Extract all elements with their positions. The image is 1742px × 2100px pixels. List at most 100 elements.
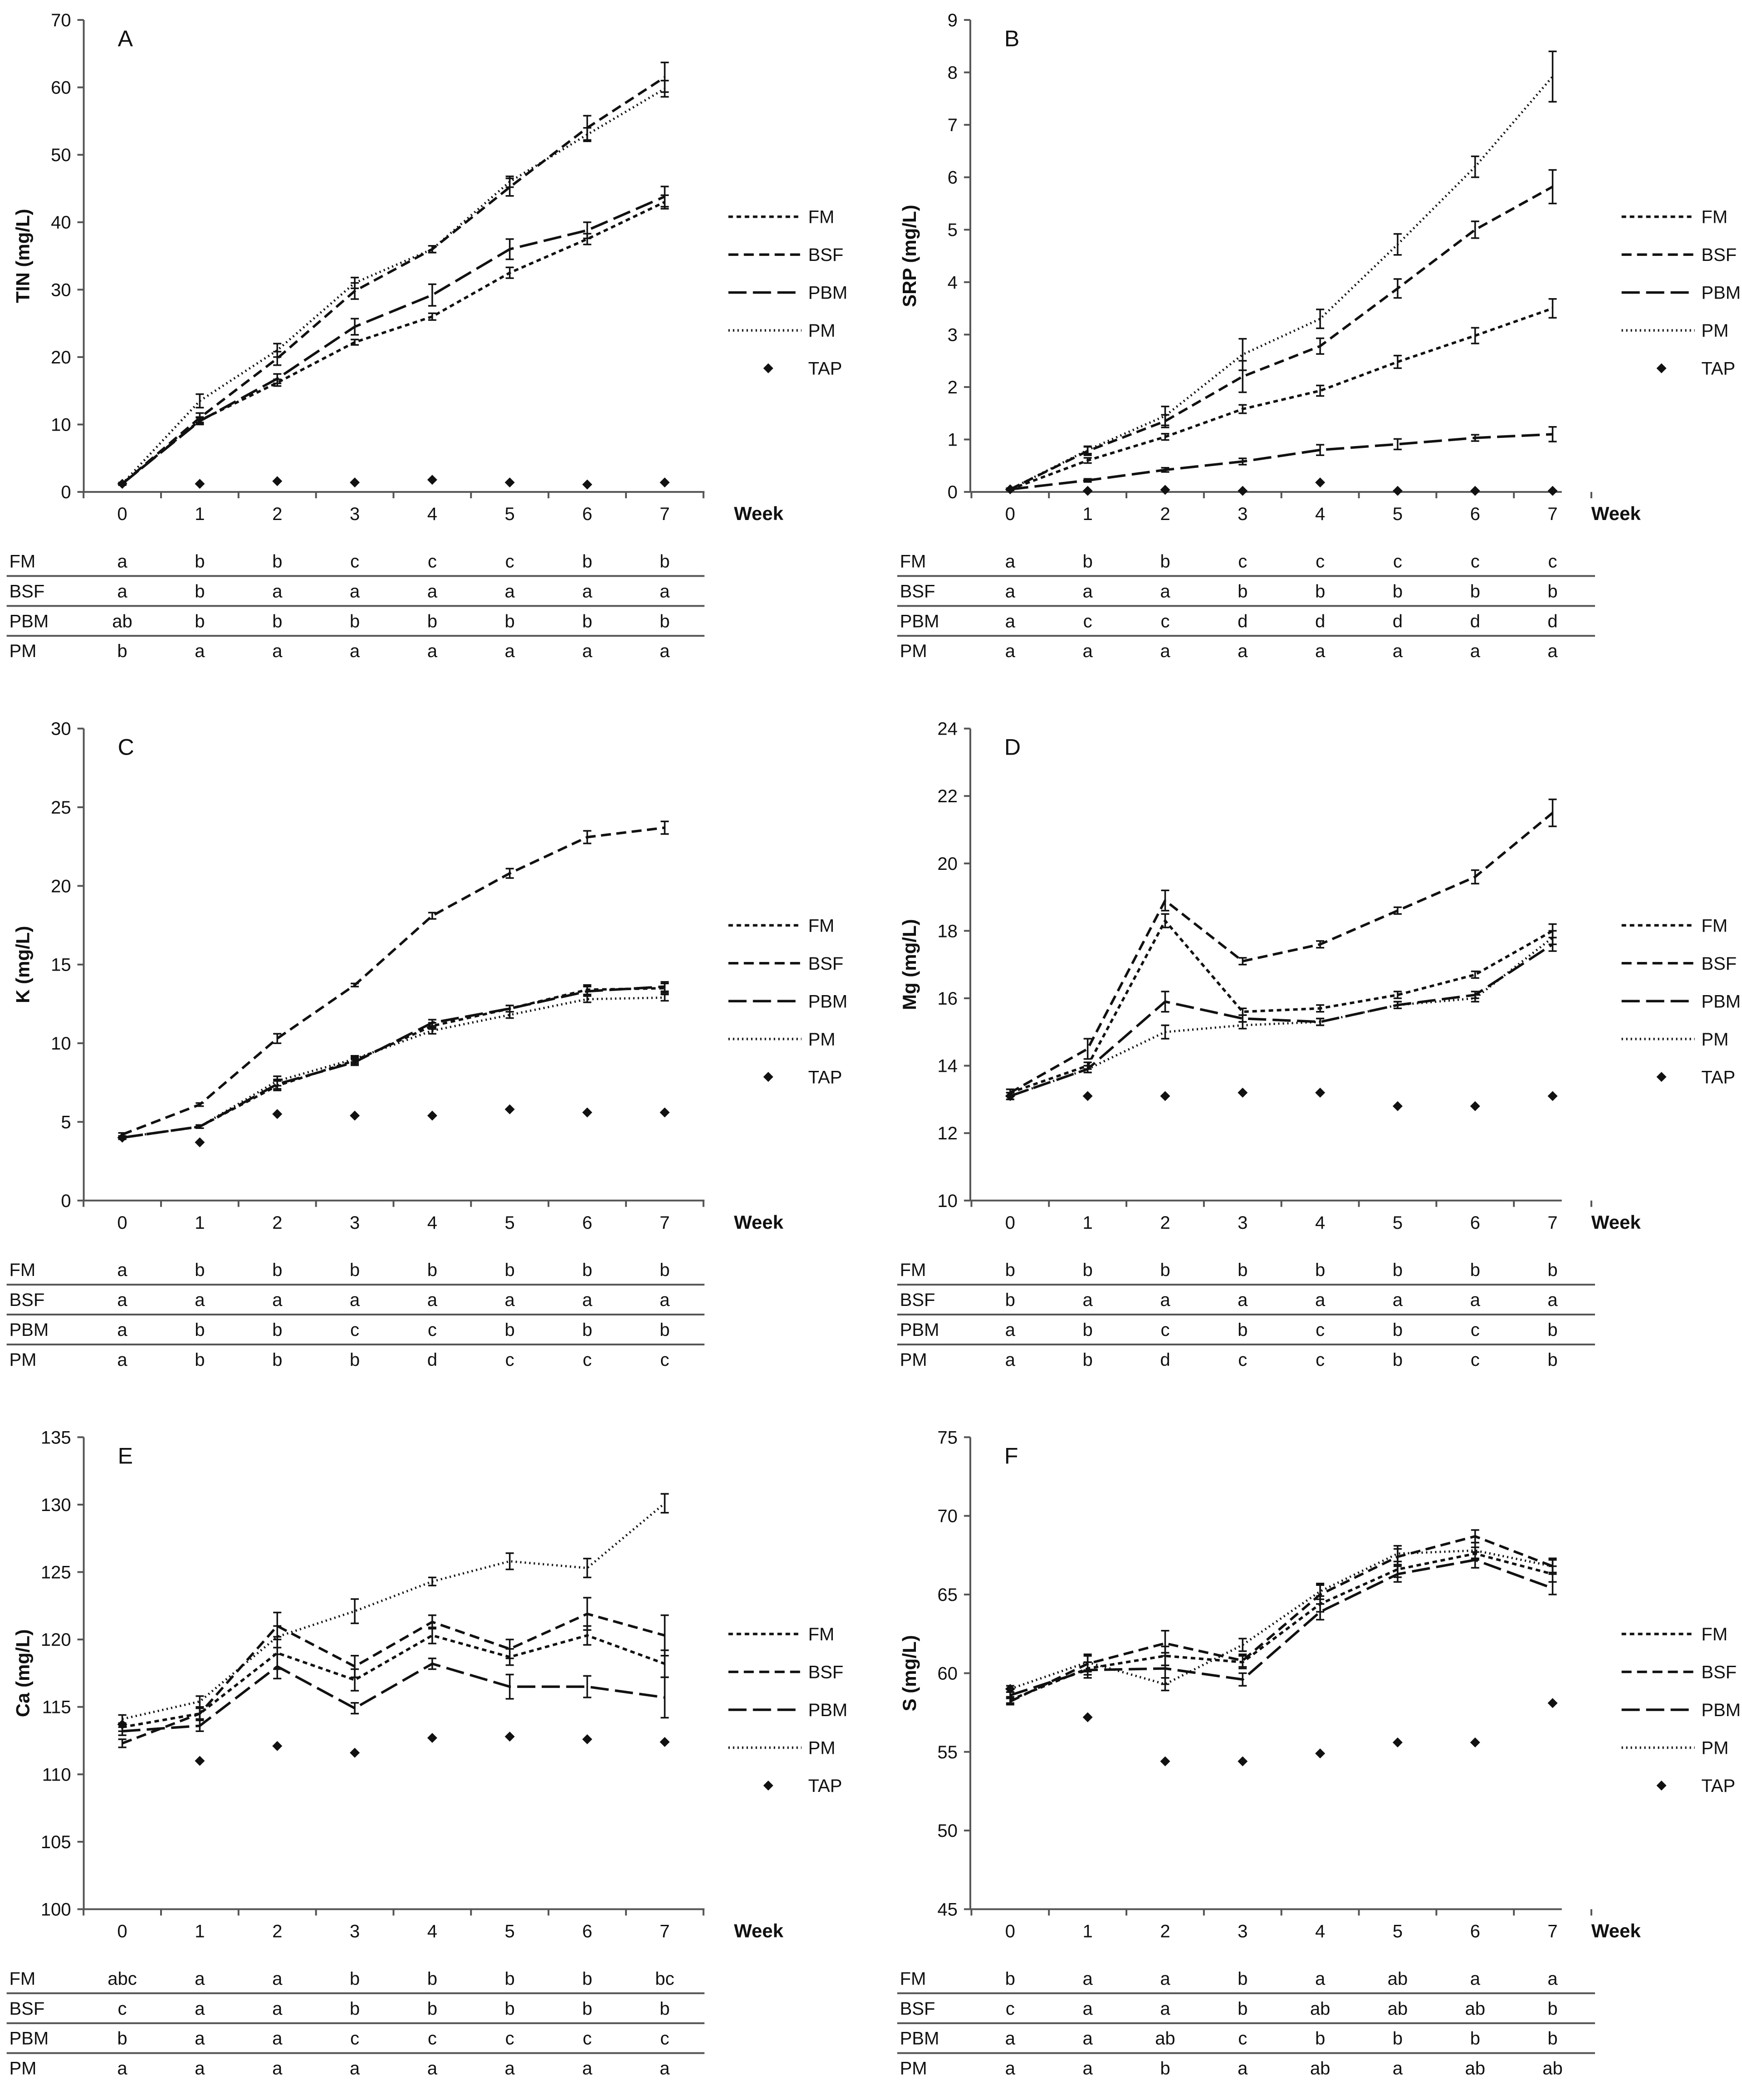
panel-d-x-tick-label: 1 <box>1082 1213 1092 1233</box>
panel-e-legend-tap-swatch <box>763 1780 773 1791</box>
panel-f-table-row-bsf-cell: ab <box>1310 1999 1331 2019</box>
panel-e-series-tap-marker <box>504 1732 515 1742</box>
panel-e-y-tick-label: 105 <box>41 1832 71 1852</box>
panel-f-table-row-bsf-cell: ab <box>1465 1999 1485 2019</box>
panel-e-table-row-pbm-label: PBM <box>10 2029 49 2049</box>
panel-b-series-tap-marker <box>1160 485 1170 495</box>
panel-b-legend-bsf-label: BSF <box>1701 245 1737 265</box>
panel-c-legend-pbm-label: PBM <box>808 991 847 1011</box>
panel-c-table-row-fm-cell: b <box>582 1260 592 1280</box>
panel-e-table-row-pm-label: PM <box>10 2059 37 2079</box>
panel-f-table-row-pbm-cell: c <box>1238 2029 1247 2049</box>
panel-d-table-row-pbm-cell: c <box>1160 1320 1169 1340</box>
panel-d-series-bsf-errorbar <box>1393 906 1402 915</box>
panel-d-series-pm-errorbar <box>1238 1021 1247 1030</box>
panel-a-table-row-fm-cell: c <box>505 551 514 571</box>
panel-e-y-tick-label: 115 <box>42 1698 71 1717</box>
panel-f-x-tick-label: 1 <box>1082 1921 1092 1941</box>
panel-a-table-row-pm-cell: b <box>117 641 127 661</box>
panel-e-x-tick-label: 0 <box>117 1921 127 1941</box>
panel-a-table-row-fm-cell: b <box>660 551 670 571</box>
panel-e-x-tick-label: 5 <box>505 1921 515 1941</box>
panel-a-table-row-pbm-cell: b <box>505 611 515 631</box>
panel-f-table-row-pm-label: PM <box>900 2059 927 2079</box>
panel-a-table-row-bsf-cell: a <box>660 581 670 601</box>
panel-a-series-bsf-line <box>121 76 665 485</box>
panel-f-table-row-pm-cell: a <box>1005 2059 1016 2079</box>
panel-c-x-tick-label: 0 <box>117 1213 127 1233</box>
panel-b-table-row-fm-cell: c <box>1238 551 1247 571</box>
panel-c-table-row-fm-cell: b <box>505 1260 515 1280</box>
panel-a-table-row-pm-cell: a <box>427 641 438 661</box>
panel-d-series-tap-marker <box>1160 1091 1170 1101</box>
panel-d-table-row-bsf-cell: a <box>1160 1290 1170 1310</box>
panel-a-series-tap-marker <box>117 479 127 489</box>
panel-f-y-tick-label: 50 <box>937 1821 958 1841</box>
panel-a-legend-pbm-label: PBM <box>808 283 847 303</box>
panel-d-series-pm-line <box>1009 937 1554 1097</box>
panel-f-table-row-pm-cell: ab <box>1542 2059 1563 2079</box>
panel-e-series-pm-errorbar <box>505 1552 514 1570</box>
panel-f-legend-pm-label: PM <box>1701 1738 1728 1758</box>
panel-b-x-tick-label: 7 <box>1547 504 1557 524</box>
panel-c-table-row-pm-cell: c <box>505 1350 514 1370</box>
panel-c-legend-fm-label: FM <box>808 916 834 936</box>
panel-e-legend-bsf-label: BSF <box>808 1662 843 1682</box>
panel-c-table-row-pbm-cell: c <box>350 1320 359 1340</box>
panel-b-table-row-fm-label: FM <box>900 551 926 571</box>
panel-c-series-pm-errorbar <box>661 993 669 1002</box>
panel-d-legend-bsf-label: BSF <box>1701 954 1737 974</box>
panel-e-series-pbm-errorbar <box>351 1702 359 1715</box>
panel-e-table-row-fm-cell: a <box>272 1969 283 1989</box>
panel-d-legend-pbm-label: PBM <box>1701 991 1741 1011</box>
panel-a-legend-pm-label: PM <box>808 321 835 341</box>
panel-d-series-tap-marker <box>1238 1088 1248 1098</box>
panel-f-series-pbm-errorbar <box>1238 1672 1247 1687</box>
panel-b-x-tick-label: 6 <box>1470 504 1480 524</box>
panel-f-series-tap-marker <box>1315 1748 1326 1759</box>
panel-c-series-bsf-line <box>122 826 665 1136</box>
panel-e-table-row-bsf-cell: b <box>505 1999 515 2019</box>
panel-a-table-row-pbm-cell: b <box>350 611 360 631</box>
panel-e-series-pm-errorbar <box>273 1625 282 1649</box>
panel-a-series-pbm-errorbar <box>428 283 436 307</box>
panel-a-table-row-bsf-cell: a <box>117 581 127 601</box>
panel-a-series-fm-errorbar <box>428 312 436 321</box>
panel-b-series-bsf-errorbar <box>1471 220 1479 239</box>
panel-b-series-pm-line <box>1009 76 1554 491</box>
panel-b-table-row-fm-cell: c <box>1393 551 1402 571</box>
panel-d-series-bsf-errorbar <box>1083 1038 1092 1060</box>
panel-d-series-pm-errorbar <box>1471 994 1479 1003</box>
panel-c-table-row-pbm-cell: c <box>428 1320 437 1340</box>
panel-c-table-row-bsf-cell: a <box>117 1290 127 1310</box>
panel-a-table-row-pbm-label: PBM <box>10 611 49 631</box>
panel-b-table-row-bsf-cell: a <box>1082 581 1093 601</box>
panel-e-table-row-bsf-cell: b <box>427 1999 437 2019</box>
panel-f-legend-tap-label: TAP <box>1701 1776 1735 1796</box>
panel-a-table-row-bsf-cell: b <box>195 581 205 601</box>
panel-b-y-tick-label: 2 <box>948 378 958 397</box>
panel-d-table-row-fm-cell: b <box>1547 1260 1557 1280</box>
panel-e-table-row-pm-cell: a <box>427 2059 438 2079</box>
panel-c-table-row-pbm-cell: b <box>582 1320 592 1340</box>
panel-f-table-row-pbm-cell: b <box>1470 2029 1480 2049</box>
panel-e-series-fm-line <box>122 1634 665 1728</box>
panel-e-x-tick-label: 7 <box>660 1921 670 1941</box>
panel-e-series-pm-errorbar <box>428 1576 436 1586</box>
panel-b-table-row-fm-cell: c <box>1548 551 1557 571</box>
panel-f-series-pm-errorbar <box>1316 1583 1325 1600</box>
panel-a-series-tap-marker <box>195 479 205 489</box>
panel-d-series-fm-errorbar <box>1316 1004 1325 1013</box>
panel-b-series-pbm-errorbar <box>1393 438 1402 451</box>
panel-f-table-row-pbm-cell: a <box>1005 2029 1016 2049</box>
panel-b-y-tick-label: 8 <box>948 63 958 83</box>
panel-d-series-pm-errorbar <box>1161 1024 1169 1040</box>
panel-e-series-pbm-errorbar <box>428 1657 436 1670</box>
panel-c-table-row-bsf-cell: a <box>582 1290 592 1310</box>
panel-d-table-row-pm-cell: b <box>1082 1350 1092 1370</box>
panel-e-table-row-fm-cell: abc <box>108 1969 137 1989</box>
panel-a-series-pm-errorbar <box>583 127 592 142</box>
panel-a-ylabel: TIN (mg/L) <box>12 209 34 303</box>
panel-b-series-bsf-line <box>1009 186 1553 491</box>
panel-d-legend-tap-swatch <box>1656 1072 1667 1082</box>
